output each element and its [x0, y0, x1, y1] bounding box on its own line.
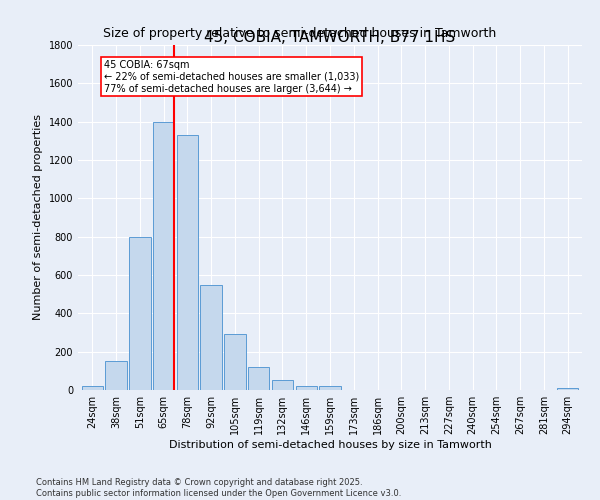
Bar: [296, 386, 317, 390]
Title: 45, COBIA, TAMWORTH, B77 1HS: 45, COBIA, TAMWORTH, B77 1HS: [205, 30, 455, 45]
Bar: [224, 334, 245, 390]
Bar: [153, 122, 174, 390]
Bar: [106, 361, 127, 390]
X-axis label: Distribution of semi-detached houses by size in Tamworth: Distribution of semi-detached houses by …: [169, 440, 491, 450]
Bar: [82, 386, 103, 390]
Text: 45 COBIA: 67sqm
← 22% of semi-detached houses are smaller (1,033)
77% of semi-de: 45 COBIA: 67sqm ← 22% of semi-detached h…: [104, 60, 359, 94]
Text: Size of property relative to semi-detached houses in Tamworth: Size of property relative to semi-detach…: [103, 28, 497, 40]
Bar: [272, 380, 293, 390]
Bar: [200, 284, 222, 390]
Bar: [176, 135, 198, 390]
Bar: [129, 236, 151, 390]
Y-axis label: Number of semi-detached properties: Number of semi-detached properties: [33, 114, 43, 320]
Bar: [248, 367, 269, 390]
Bar: [319, 386, 341, 390]
Bar: [557, 388, 578, 390]
Text: Contains HM Land Registry data © Crown copyright and database right 2025.
Contai: Contains HM Land Registry data © Crown c…: [36, 478, 401, 498]
